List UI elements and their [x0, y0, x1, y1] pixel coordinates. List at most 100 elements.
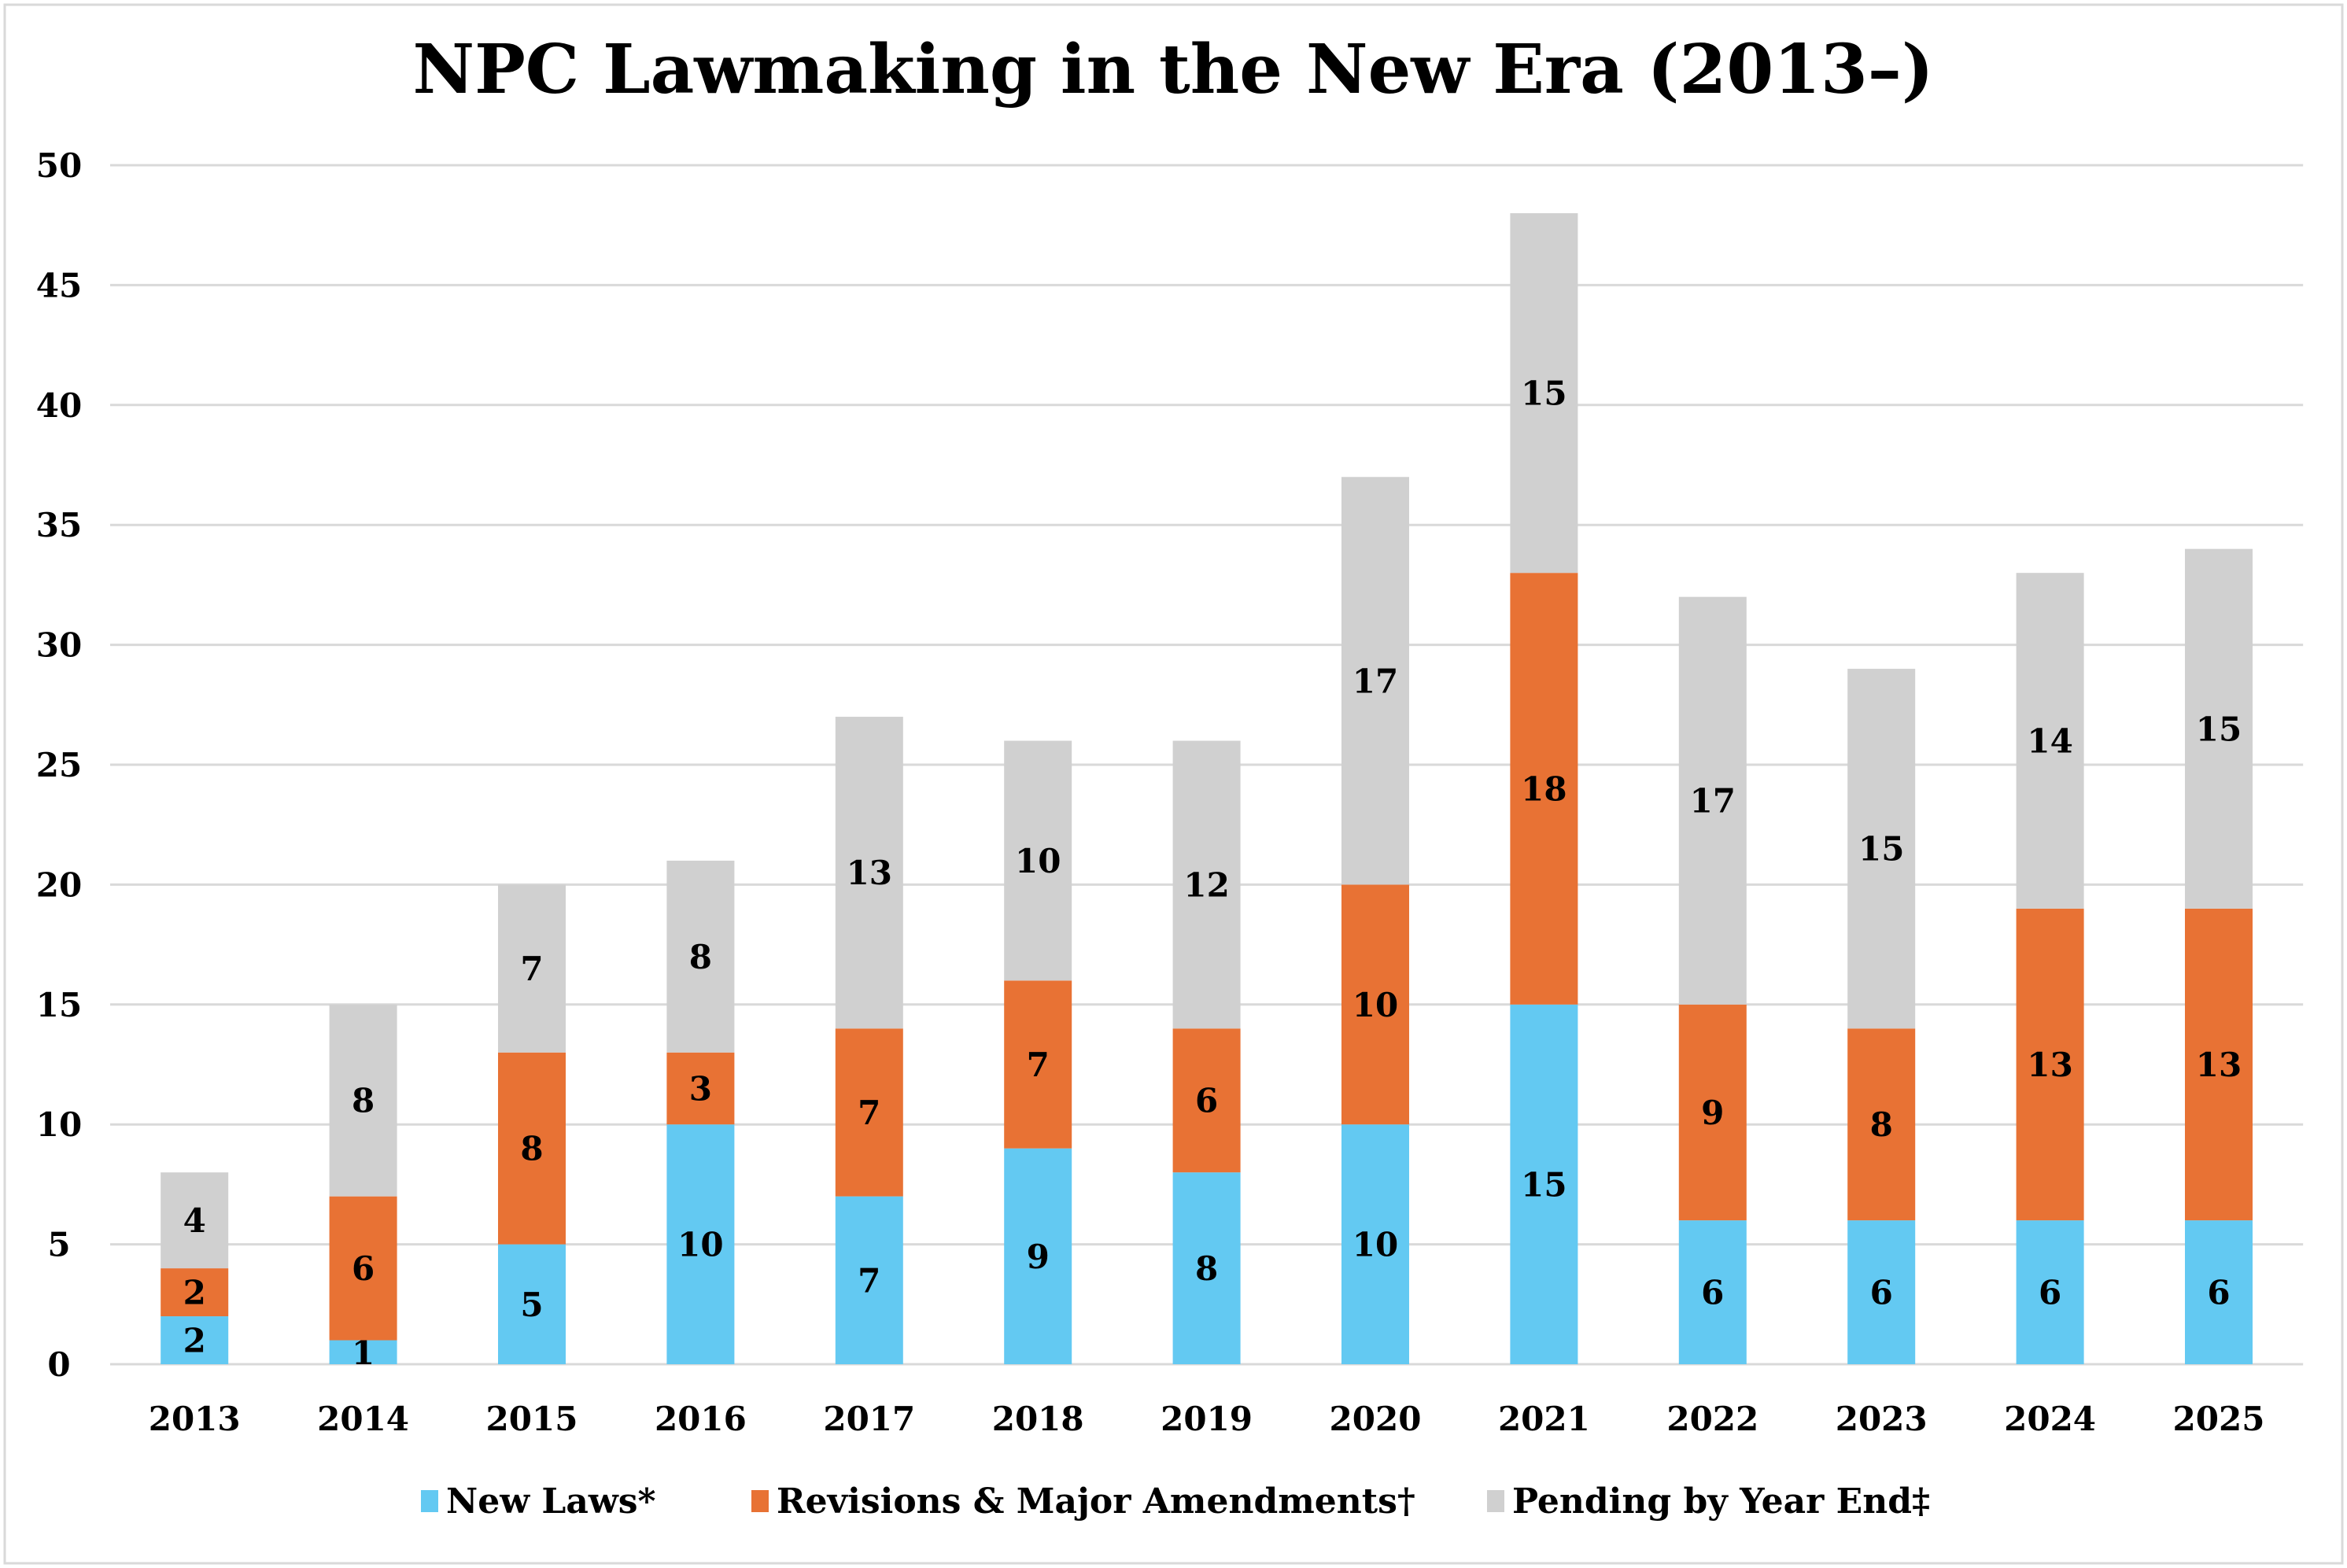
data-label: 8 — [1870, 1105, 1893, 1144]
y-tick-label: 50 — [36, 146, 82, 185]
data-label: 17 — [1690, 782, 1736, 821]
y-tick-label: 45 — [36, 266, 82, 304]
bar-segment — [2016, 908, 2084, 1221]
bar-segment — [498, 1244, 566, 1364]
data-label: 5 — [520, 1286, 543, 1324]
data-label: 6 — [1701, 1274, 1724, 1312]
x-tick-label: 2013 — [149, 1400, 241, 1438]
data-label: 4 — [183, 1201, 206, 1240]
legend-label: Pending by Year End‡ — [1512, 1481, 1930, 1522]
x-tick-label: 2016 — [655, 1400, 747, 1438]
bar-segment — [329, 1004, 397, 1197]
x-tick-label: 2015 — [486, 1400, 578, 1438]
legend-label: Revisions & Major Amendments† — [777, 1481, 1415, 1522]
x-tick-label: 2021 — [1498, 1400, 1590, 1438]
bar-segment — [161, 1268, 229, 1317]
data-label: 10 — [1352, 1226, 1398, 1264]
data-label: 15 — [1521, 1165, 1567, 1204]
data-label: 15 — [2196, 710, 2242, 748]
bar-segment — [1847, 1220, 1916, 1364]
legend-swatch — [1487, 1490, 1504, 1512]
x-tick-label: 2020 — [1330, 1400, 1422, 1438]
data-label: 7 — [1027, 1046, 1050, 1084]
data-label: 8 — [352, 1082, 375, 1120]
data-label: 17 — [1352, 662, 1398, 700]
bar-segment — [666, 860, 735, 1053]
bar-segment — [1172, 1028, 1241, 1173]
data-label: 7 — [858, 1094, 880, 1132]
x-tick-label: 2025 — [2173, 1400, 2265, 1438]
x-tick-label: 2019 — [1161, 1400, 1253, 1438]
bar-segment — [161, 1172, 229, 1269]
bar-segment — [1004, 1148, 1072, 1364]
data-label: 6 — [2039, 1274, 2061, 1312]
data-label: 13 — [847, 854, 892, 892]
y-tick-label: 30 — [36, 626, 82, 665]
y-tick-label: 5 — [47, 1226, 70, 1264]
data-label: 15 — [1858, 830, 1904, 869]
x-tick-label: 2017 — [823, 1400, 915, 1438]
data-label: 2 — [183, 1322, 206, 1360]
data-label: 10 — [677, 1226, 723, 1264]
chart-title: NPC Lawmaking in the New Era (2013–) — [412, 30, 1933, 109]
data-label: 15 — [1521, 374, 1567, 413]
y-tick-label: 40 — [36, 386, 82, 425]
data-label: 3 — [689, 1069, 712, 1108]
bar-segment — [329, 1196, 397, 1341]
bar-segment — [835, 1028, 903, 1197]
bar-segment — [1172, 740, 1241, 1029]
bar-segment — [1004, 740, 1072, 981]
data-label: 9 — [1701, 1094, 1724, 1132]
bar-segment — [1004, 980, 1072, 1149]
bar-segment — [2016, 573, 2084, 909]
bar-segment — [1678, 596, 1747, 1005]
data-label: 7 — [858, 1261, 880, 1300]
data-label: 18 — [1521, 769, 1567, 808]
data-label: 13 — [2027, 1046, 2072, 1084]
bar-segment — [1341, 884, 1409, 1125]
data-label: 13 — [2196, 1046, 2242, 1084]
bar-segment — [1510, 573, 1578, 1005]
bar-segment — [1510, 212, 1578, 574]
bar-segment — [2185, 1220, 2253, 1364]
legend-label: New Laws* — [446, 1481, 656, 1522]
y-tick-label: 0 — [47, 1345, 70, 1384]
bar-segment — [1678, 1004, 1747, 1221]
legend-swatch — [421, 1490, 438, 1512]
bar-segment — [1847, 1028, 1916, 1221]
bar-segment — [666, 1124, 735, 1364]
bar-segment — [1341, 477, 1409, 885]
bar-segment — [2016, 1220, 2084, 1364]
x-tick-label: 2014 — [317, 1400, 409, 1438]
x-tick-label: 2023 — [1836, 1400, 1928, 1438]
y-tick-label: 25 — [36, 746, 82, 784]
data-label: 10 — [1352, 986, 1398, 1024]
bar-segment — [835, 717, 903, 1029]
data-label: 14 — [2027, 722, 2072, 761]
legend: New Laws* Revisions & Major Amendments† Pe… — [421, 1481, 1930, 1522]
bar-segment — [1678, 1220, 1747, 1364]
legend-swatch — [751, 1490, 769, 1512]
data-label: 12 — [1183, 865, 1229, 904]
y-tick-label: 20 — [36, 865, 82, 904]
data-label: 8 — [1195, 1249, 1218, 1288]
data-label: 6 — [1870, 1274, 1893, 1312]
bar-segment — [498, 1052, 566, 1245]
bar-segment — [161, 1316, 229, 1364]
y-tick-label: 10 — [36, 1105, 82, 1144]
y-tick-label: 15 — [36, 986, 82, 1024]
data-label: 8 — [689, 938, 712, 976]
bar-segment — [2185, 548, 2253, 909]
bar-segment — [1510, 1004, 1578, 1364]
data-label: 6 — [1195, 1082, 1218, 1120]
bar-segment — [1172, 1172, 1241, 1364]
gridlines — [110, 164, 2304, 1366]
y-tick-label: 35 — [36, 506, 82, 544]
data-label: 2 — [183, 1274, 206, 1312]
bar-segment — [1341, 1124, 1409, 1364]
data-label: 7 — [520, 950, 543, 988]
data-label: 6 — [352, 1249, 375, 1288]
bar-segment — [329, 1340, 397, 1364]
bar-segment — [1847, 669, 1916, 1029]
